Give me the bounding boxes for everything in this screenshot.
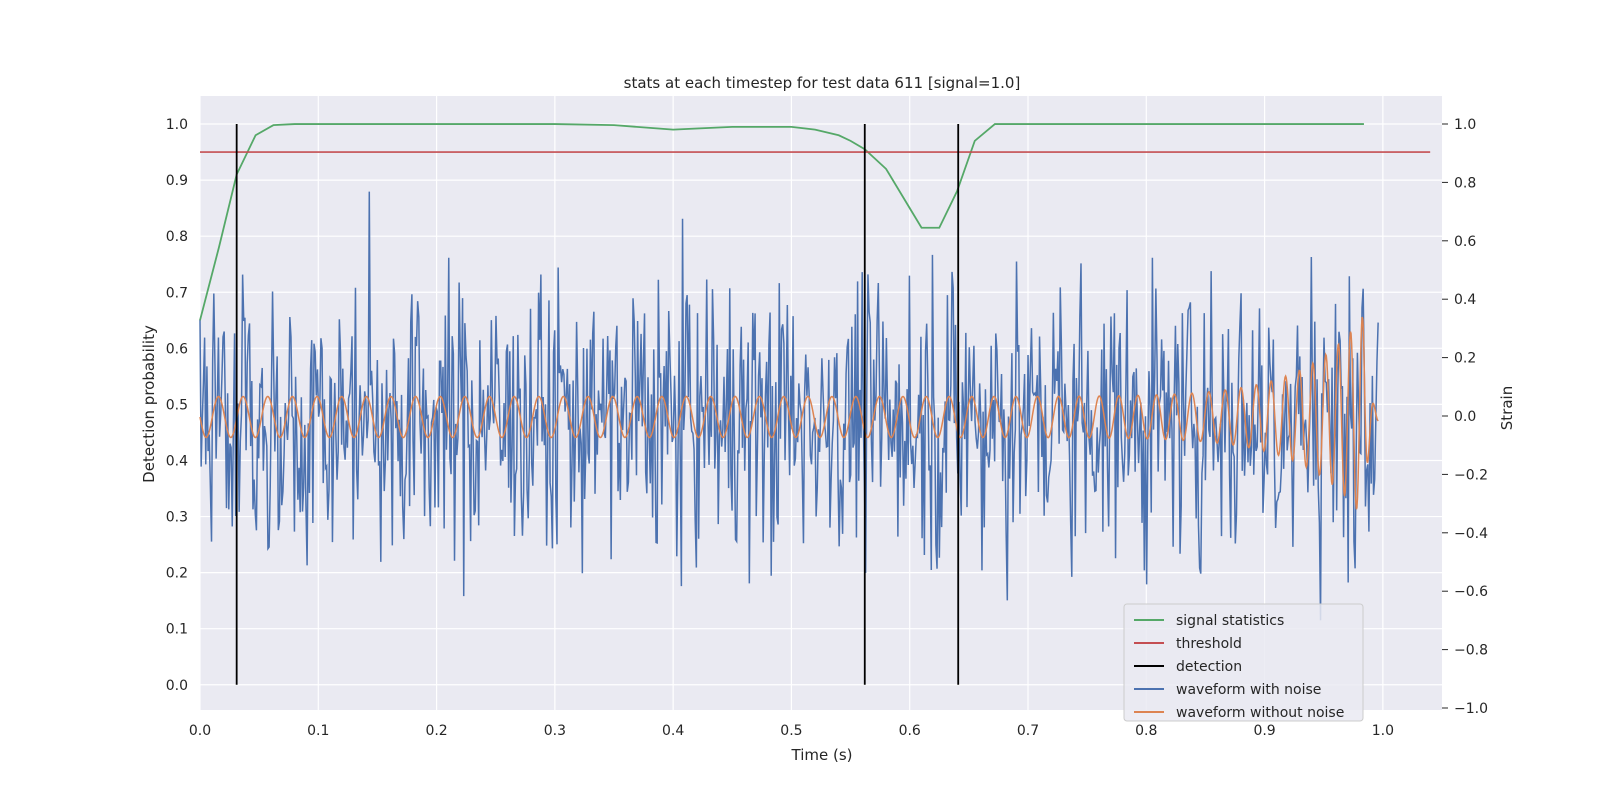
right-y-tick-label: 0.4 (1454, 292, 1476, 308)
left-y-tick-label: 0.8 (166, 229, 188, 245)
right-y-tick-label: 1.0 (1454, 117, 1476, 133)
legend-box (1123, 603, 1364, 722)
left-y-tick-label: 0.4 (166, 453, 188, 469)
legend-label: threshold (1176, 636, 1242, 652)
legend-label: detection (1176, 659, 1242, 675)
x-axis: 0.0 0.1 0.2 0.3 0.4 0.5 0.6 0.7 0.8 0.9 1.0 (189, 723, 1394, 739)
series-detection (235, 124, 960, 685)
x-tick-label: 0.9 (1253, 723, 1275, 739)
left-y-tick-label: 0.2 (166, 566, 188, 582)
left-y-tick-label: 0.3 (166, 510, 188, 526)
left-y-tick-label: 1.0 (166, 117, 188, 133)
x-tick-label: 0.0 (189, 723, 211, 739)
right-y-tick-label: −0.2 (1454, 467, 1488, 483)
right-y-tick-label: 0.6 (1454, 234, 1476, 250)
right-y-tick-label: 0.0 (1454, 409, 1476, 425)
x-tick-label: 0.1 (307, 723, 329, 739)
right-y-axis: −1.0 −0.8 −0.6 −0.4 −0.2 0.0 0.2 0.4 0.6 0.8 1.0 (1442, 117, 1488, 717)
signal-statistics-line (199, 123, 1364, 321)
left-y-axis-label: Detection probability (140, 325, 158, 483)
left-y-tick-label: 0.6 (166, 341, 188, 357)
x-tick-label: 0.2 (425, 723, 447, 739)
x-tick-label: 0.6 (899, 723, 921, 739)
series-waveform-without-noise (199, 316, 1379, 510)
x-tick-label: 0.3 (544, 723, 566, 739)
right-y-tick-label: −0.6 (1454, 584, 1488, 600)
x-tick-label: 0.8 (1135, 723, 1157, 739)
left-y-tick-label: 0.1 (166, 622, 188, 638)
legend-label: waveform without noise (1176, 705, 1344, 721)
x-tick-label: 0.5 (780, 723, 802, 739)
legend-label: signal statistics (1176, 613, 1284, 629)
left-y-tick-label: 0.7 (166, 285, 188, 301)
right-y-tick-label: −0.4 (1454, 526, 1488, 542)
left-y-tick-label: 0.9 (166, 173, 188, 189)
x-axis-label: Time (s) (791, 746, 853, 764)
waveform-without-noise-line (199, 316, 1379, 510)
x-tick-label: 1.0 (1372, 723, 1394, 739)
legend: signal statistics threshold detection wavef… (1123, 603, 1364, 722)
x-tick-label: 0.4 (662, 723, 684, 739)
right-y-tick-label: 0.8 (1454, 175, 1476, 191)
grid-lines (199, 96, 1442, 710)
right-y-axis-label: Strain (1498, 386, 1516, 430)
chart-title: stats at each timestep for test data 611… (624, 74, 1021, 92)
legend-label: waveform with noise (1176, 682, 1321, 698)
right-y-tick-label: −0.8 (1454, 643, 1488, 659)
left-y-axis: 0.0 0.1 0.2 0.3 0.4 0.5 0.6 0.7 0.8 0.9 1.0 (166, 117, 188, 694)
left-y-tick-label: 0.5 (166, 397, 188, 413)
series-signal-statistics (199, 123, 1364, 321)
right-y-tick-label: 0.2 (1454, 351, 1476, 367)
x-tick-label: 0.7 (1017, 723, 1039, 739)
left-y-tick-label: 0.0 (166, 678, 188, 694)
right-y-tick-label: −1.0 (1454, 701, 1488, 717)
